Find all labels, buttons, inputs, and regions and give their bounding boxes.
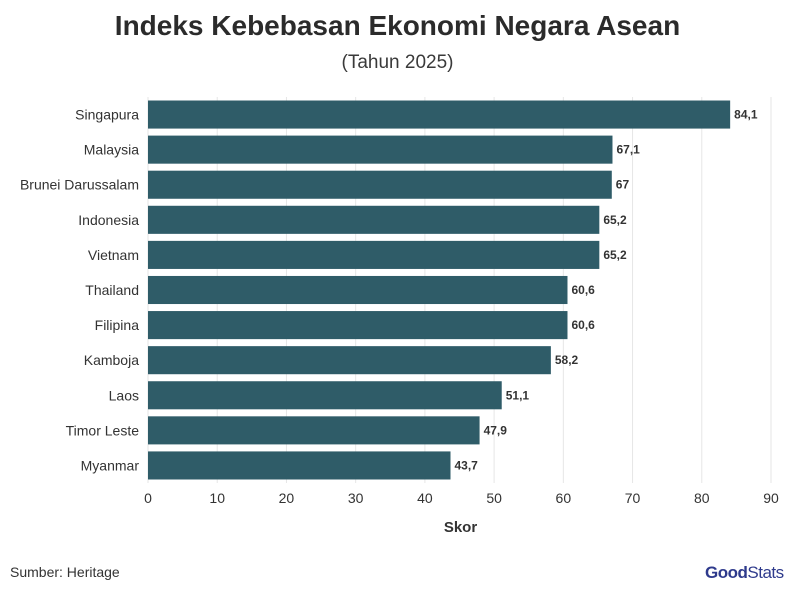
x-tick-label: 10	[209, 490, 225, 506]
data-label: 84,1	[734, 108, 758, 122]
chart-subtitle: (Tahun 2025)	[341, 52, 454, 73]
category-label: Thailand	[85, 282, 139, 298]
bar	[148, 311, 568, 340]
data-label: 43,7	[455, 458, 479, 472]
x-tick-label: 80	[694, 490, 710, 506]
category-label: Filipina	[95, 317, 140, 333]
bar	[148, 135, 613, 164]
bar	[148, 381, 502, 410]
data-label: 51,1	[506, 388, 530, 402]
bar	[148, 275, 568, 305]
data-label: 47,9	[484, 423, 508, 437]
category-label: Kamboja	[84, 352, 139, 368]
logo-bold-text: Good	[705, 563, 748, 582]
data-label: 67,1	[616, 143, 640, 157]
category-label: Vietnam	[88, 247, 139, 263]
category-label: Brunei Darussalam	[20, 177, 139, 193]
x-tick-label: 0	[144, 490, 152, 506]
x-tick-label: 40	[417, 490, 433, 506]
x-tick-label: 70	[625, 490, 641, 506]
x-tick-label: 20	[279, 490, 295, 506]
goodstats-logo: GoodStats	[705, 563, 784, 583]
data-label: 65,2	[603, 213, 627, 227]
x-axis-title: Skor	[444, 519, 478, 536]
x-tick-label: 60	[556, 490, 572, 506]
bar	[148, 346, 551, 375]
category-label: Indonesia	[78, 212, 139, 228]
bar	[148, 205, 600, 234]
category-label: Singapura	[75, 107, 139, 123]
category-label: Malaysia	[84, 142, 139, 158]
x-tick-label: 30	[348, 490, 364, 506]
logo-light-text: Stats	[747, 563, 784, 582]
category-label: Myanmar	[81, 457, 140, 473]
x-tick-label: 50	[486, 490, 502, 506]
bar	[148, 240, 600, 269]
bar	[148, 416, 480, 445]
category-label: Laos	[109, 387, 139, 403]
x-tick-label: 90	[763, 490, 779, 506]
source-note: Sumber: Heritage	[10, 564, 120, 580]
bar	[148, 170, 612, 199]
bar	[148, 451, 451, 480]
category-label: Timor Leste	[66, 422, 140, 438]
data-label: 58,2	[555, 353, 579, 367]
data-label: 65,2	[603, 248, 627, 262]
data-label: 60,6	[571, 283, 595, 297]
data-label: 67	[616, 178, 630, 192]
chart-title: Indeks Kebebasan Ekonomi Negara Asean	[114, 10, 681, 41]
data-label: 60,6	[571, 318, 595, 332]
bar	[148, 100, 731, 129]
